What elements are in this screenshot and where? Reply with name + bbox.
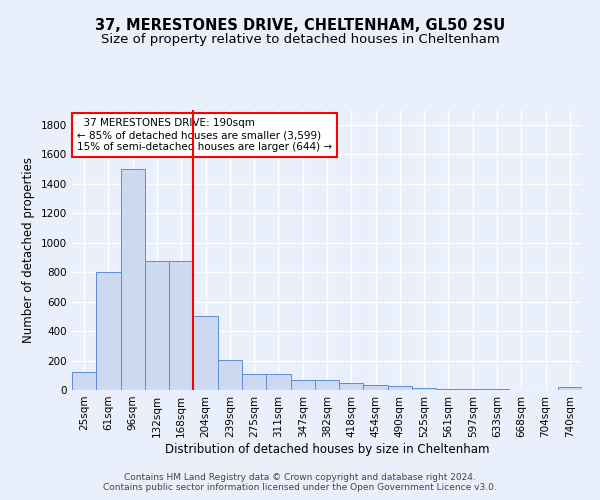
Bar	[412, 388, 436, 390]
Bar	[193, 316, 218, 390]
Bar	[96, 272, 121, 390]
Bar	[461, 389, 485, 390]
Y-axis label: Number of detached properties: Number of detached properties	[22, 157, 35, 343]
Bar	[388, 386, 412, 390]
Bar	[558, 387, 582, 390]
Bar	[290, 380, 315, 390]
Bar	[145, 261, 169, 390]
X-axis label: Distribution of detached houses by size in Cheltenham: Distribution of detached houses by size …	[165, 442, 489, 456]
Bar	[121, 169, 145, 390]
Bar	[339, 384, 364, 390]
Text: 37 MERESTONES DRIVE: 190sqm  
← 85% of detached houses are smaller (3,599)
15% o: 37 MERESTONES DRIVE: 190sqm ← 85% of det…	[77, 118, 332, 152]
Bar	[169, 261, 193, 390]
Bar	[436, 388, 461, 390]
Text: Size of property relative to detached houses in Cheltenham: Size of property relative to detached ho…	[101, 32, 499, 46]
Bar	[266, 374, 290, 390]
Text: Contains HM Land Registry data © Crown copyright and database right 2024.
Contai: Contains HM Land Registry data © Crown c…	[103, 473, 497, 492]
Text: 37, MERESTONES DRIVE, CHELTENHAM, GL50 2SU: 37, MERESTONES DRIVE, CHELTENHAM, GL50 2…	[95, 18, 505, 32]
Bar	[218, 360, 242, 390]
Bar	[315, 380, 339, 390]
Bar	[364, 385, 388, 390]
Bar	[242, 374, 266, 390]
Bar	[72, 372, 96, 390]
